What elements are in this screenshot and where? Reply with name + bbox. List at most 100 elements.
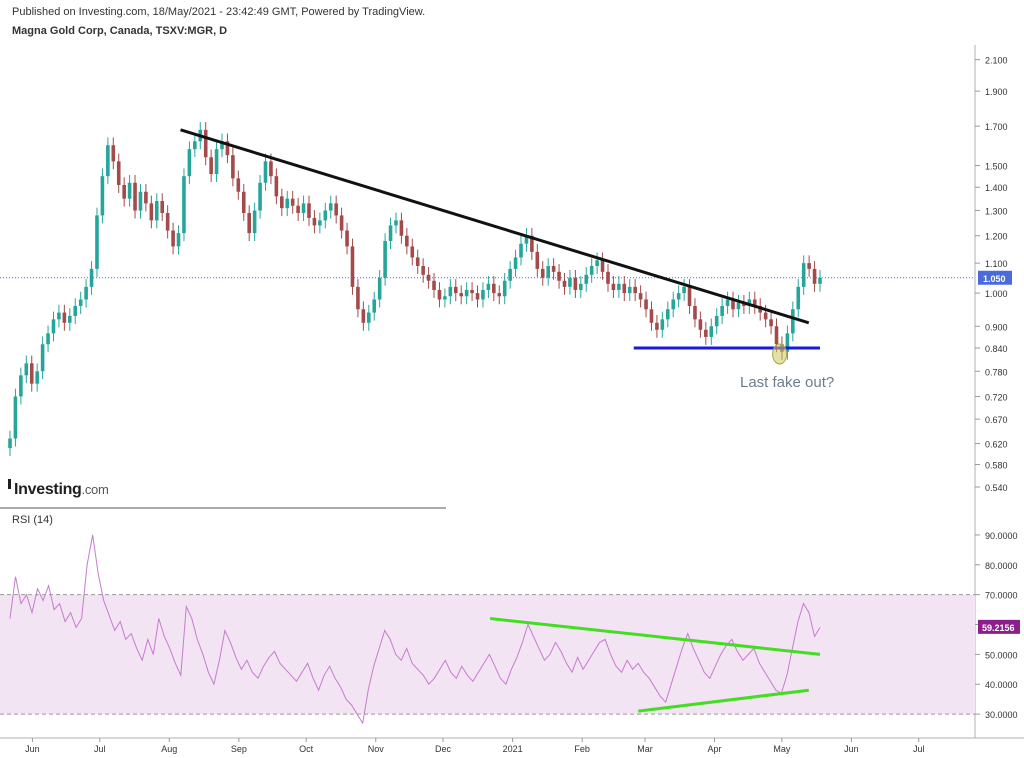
candle-body: [497, 293, 502, 297]
candle-body: [203, 129, 208, 158]
candle-body: [508, 268, 512, 281]
candle-body: [519, 243, 523, 258]
candle-body: [258, 182, 262, 211]
candle-body: [394, 220, 398, 226]
rsi-band: [0, 594, 975, 715]
candle-body: [546, 265, 550, 278]
rsi-last-label: 59.2156: [982, 623, 1015, 633]
candle-body: [111, 145, 116, 162]
candle-body: [524, 235, 529, 244]
candle-body: [24, 363, 29, 376]
candle-body: [100, 176, 105, 216]
candle-body: [589, 265, 594, 275]
candle-body: [415, 257, 420, 266]
x-tick-label: Apr: [708, 744, 722, 754]
fakeout-marker: [772, 343, 788, 365]
price-tick-label: 1.200: [985, 232, 1008, 242]
rsi-tick-label: 30.0000: [985, 710, 1018, 720]
candle-body: [432, 280, 436, 290]
candle-body: [557, 271, 561, 281]
candle-body: [617, 283, 621, 290]
candle-body: [551, 265, 556, 272]
candle-body: [448, 286, 453, 297]
candle-body: [562, 280, 567, 287]
candle-body: [62, 312, 67, 323]
candle-body: [443, 296, 447, 300]
candle-body: [513, 257, 518, 269]
candle-body: [40, 344, 45, 372]
x-tick-label: Jul: [913, 744, 925, 754]
candle-body: [84, 286, 88, 300]
candle-body: [236, 178, 241, 192]
candle-body: [356, 286, 360, 310]
x-tick-label: Aug: [161, 744, 177, 754]
candle-body: [633, 286, 637, 294]
x-tick-label: May: [773, 744, 791, 754]
candle-body: [280, 196, 284, 209]
candle-body: [290, 198, 295, 206]
candle-body: [437, 289, 442, 300]
candle-body: [769, 319, 773, 327]
candle-body: [328, 203, 333, 211]
candle-body: [345, 230, 349, 247]
candle-body: [263, 161, 268, 183]
last-price-label: 1.050: [983, 274, 1006, 284]
candle-body: [698, 319, 703, 330]
candle-body: [231, 155, 235, 179]
candle-body: [584, 274, 589, 284]
price-tick-label: 0.900: [985, 322, 1008, 332]
candle-body: [127, 182, 132, 199]
candle-body: [106, 145, 110, 177]
price-tick-label: 1.900: [985, 87, 1008, 97]
candle-body: [67, 315, 72, 323]
x-tick-label: 2021: [503, 744, 523, 754]
candle-body: [19, 375, 23, 397]
x-tick-label: Sep: [231, 744, 247, 754]
price-tick-label: 0.840: [985, 344, 1008, 354]
candle-body: [323, 210, 328, 221]
candle-body: [459, 293, 464, 297]
investing-logo: Investing.com: [8, 479, 109, 499]
candle-body: [752, 299, 757, 306]
candle-body: [95, 215, 99, 269]
candle-body: [649, 309, 654, 323]
candle-body: [149, 203, 154, 221]
candle-body: [405, 235, 409, 247]
candle-body: [606, 271, 610, 284]
candle-body: [676, 293, 681, 300]
x-tick-label: Jul: [94, 744, 106, 754]
x-tick-label: Nov: [368, 744, 385, 754]
price-tick-label: 1.500: [985, 162, 1008, 172]
price-tick-label: 1.100: [985, 259, 1008, 269]
price-tick-label: 1.400: [985, 183, 1008, 193]
candle-body: [350, 246, 355, 287]
candle-body: [481, 289, 485, 300]
candle-body: [176, 233, 181, 247]
candle-body: [144, 191, 148, 204]
candle-body: [671, 299, 676, 310]
candle-body: [193, 141, 197, 150]
candle-body: [269, 161, 273, 177]
price-tick-label: 0.720: [985, 392, 1008, 402]
candle-body: [383, 241, 387, 278]
rsi-trendline: [638, 688, 809, 713]
candle-body: [388, 225, 393, 242]
candle-body: [339, 215, 344, 231]
candle-body: [665, 309, 670, 320]
candle-body: [318, 220, 322, 226]
candle-body: [116, 161, 121, 185]
candle-body: [29, 363, 34, 384]
candle-body: [78, 299, 83, 306]
candle-body: [796, 286, 801, 310]
candle-body: [171, 230, 175, 247]
candle-body: [241, 191, 246, 213]
candle-body: [714, 315, 719, 327]
candle-body: [296, 205, 300, 213]
x-tick-label: Jun: [844, 744, 859, 754]
rsi-tick-label: 90.0000: [985, 531, 1018, 541]
rsi-trendline: [490, 617, 821, 656]
candle-body: [285, 198, 290, 209]
candle-body: [13, 396, 18, 439]
candle-body: [301, 203, 306, 213]
